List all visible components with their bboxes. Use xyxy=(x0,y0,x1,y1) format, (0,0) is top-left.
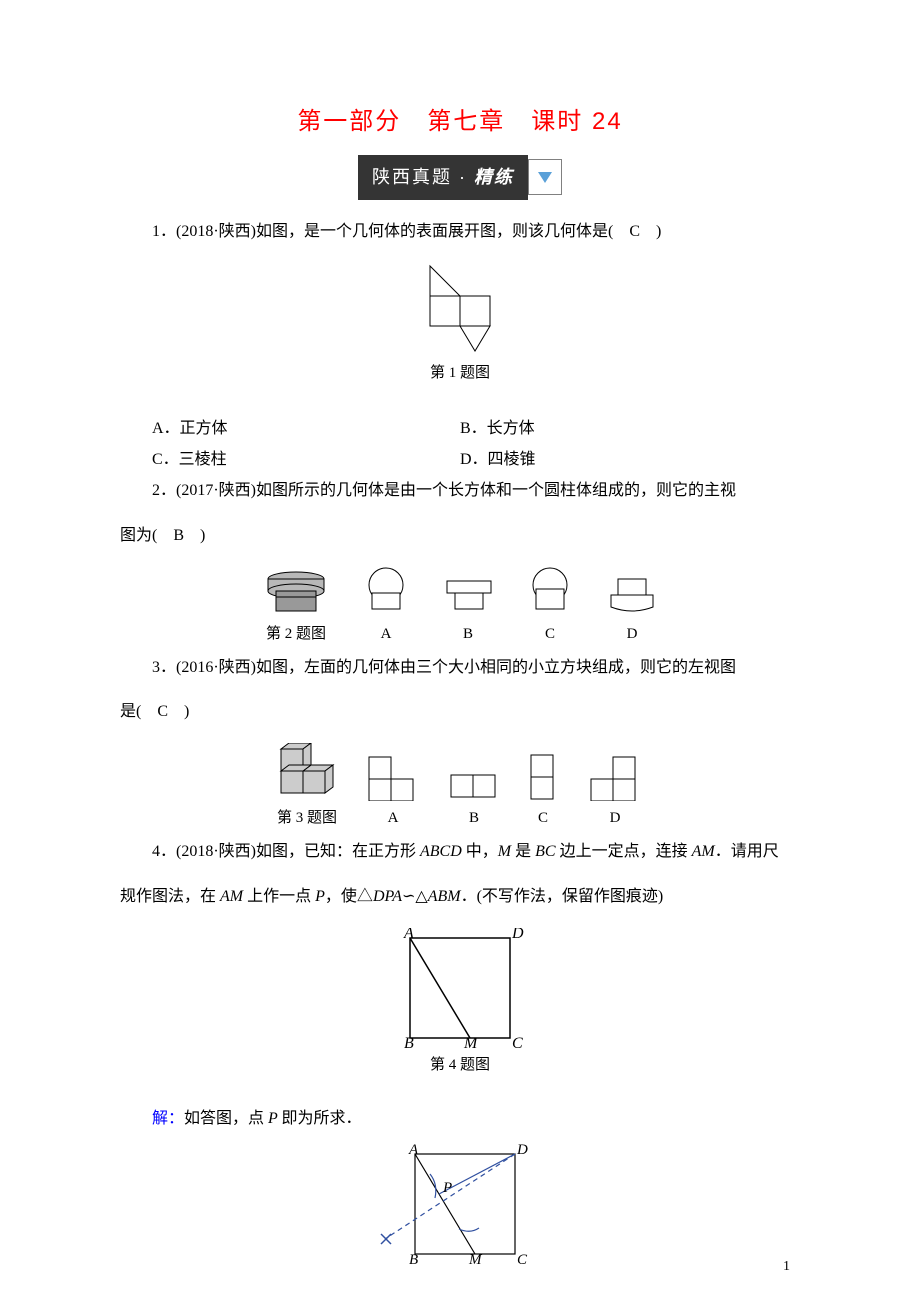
q4-s2e: ，使△ xyxy=(325,888,373,905)
q3-stem1: 3．(2016·陕西)如图，左面的几何体由三个大小相同的小立方块组成，则它的左视… xyxy=(120,654,800,683)
q2-labelB: B xyxy=(463,621,473,648)
lbl2-M: M xyxy=(468,1252,483,1264)
q4-s1e: 是 xyxy=(515,843,535,860)
arrow-down-icon xyxy=(536,168,554,186)
q1-figure: 第 1 题图 xyxy=(120,256,800,387)
q4-s2b: AM xyxy=(220,888,247,905)
ans-c: 即为所求． xyxy=(282,1110,362,1127)
banner-text-2: 精练 xyxy=(467,167,514,187)
q4-stem2: 规作图法，在 AM 上作一点 P，使△DPA∽△ABM．(不写作法，保留作图痕迹… xyxy=(120,883,800,912)
q3-solid-icon xyxy=(277,743,337,801)
lbl-D: D xyxy=(511,928,524,942)
q3-caption: 第 3 题图 xyxy=(277,805,337,832)
q2-optB-icon xyxy=(441,567,495,617)
lbl2-C: C xyxy=(517,1252,528,1264)
banner-label: 陕西真题 · 精练 xyxy=(358,155,528,199)
lbl2-P: P xyxy=(442,1180,452,1196)
q4-answer: 解：如答图，点 P 即为所求． xyxy=(120,1105,800,1134)
q2-optD-icon xyxy=(605,567,659,617)
q2-stem1: 2．(2017·陕西)如图所示的几何体是由一个长方体和一个圆柱体组成的，则它的主… xyxy=(120,477,800,506)
q4-s1g: 边上一定点，连接 xyxy=(560,843,692,860)
q4-s2c: 上作一点 xyxy=(247,888,315,905)
lbl-C: C xyxy=(512,1035,523,1048)
ans-b: P xyxy=(268,1110,281,1127)
lbl-M: M xyxy=(463,1035,479,1048)
q1-stem: 1．(2018·陕西)如图，是一个几何体的表面展开图，则该几何体是( C ) xyxy=(120,218,800,247)
lbl-A: A xyxy=(403,928,414,942)
lbl2-D: D xyxy=(516,1144,528,1158)
page: 第一部分 第七章 课时 24 陕西真题 · 精练 1．(2018·陕西)如图，是… xyxy=(0,0,920,1310)
q4-s2g: ∽△ xyxy=(402,888,428,905)
q4-s1b: ABCD xyxy=(420,843,466,860)
q3-figure: 第 3 题图 A B xyxy=(120,743,800,832)
q1-caption: 第 1 题图 xyxy=(430,360,490,387)
q1-options-row1: A．正方体 B．长方体 xyxy=(120,415,800,444)
q4-s1d: M xyxy=(498,843,515,860)
q4-s1a: 4．(2018·陕西)如图，已知：在正方形 xyxy=(152,843,420,860)
lbl2-B: B xyxy=(409,1252,418,1264)
banner-text-1: 陕西真题 · xyxy=(372,167,467,187)
page-number: 1 xyxy=(783,1254,790,1279)
q4-s2d: P xyxy=(315,888,325,905)
q4-s1i: ．请用尺 xyxy=(715,843,779,860)
q4-answer-figure: A D B M C P xyxy=(120,1144,800,1264)
q3-labelA: A xyxy=(388,805,399,832)
q1-optC: C．三棱柱 xyxy=(120,446,460,475)
q2-solid-icon xyxy=(261,567,331,617)
q3-labelB: B xyxy=(469,805,479,832)
q4-stem1: 4．(2018·陕西)如图，已知：在正方形 ABCD 中，M 是 BC 边上一定… xyxy=(120,838,800,867)
q3-optD-icon xyxy=(587,751,643,801)
q2-optA-icon xyxy=(359,567,413,617)
q4-figure: A D B M C 第 4 题图 xyxy=(120,928,800,1079)
q4-s2h: ABM xyxy=(428,888,461,905)
q3-optB-icon xyxy=(449,751,499,801)
q1-net-icon xyxy=(400,256,520,356)
q1-optA: A．正方体 xyxy=(120,415,460,444)
q4-construction-icon: A D B M C P xyxy=(375,1144,545,1264)
q3-optC-icon xyxy=(527,751,559,801)
q2-optC-icon xyxy=(523,567,577,617)
q3-labelC: C xyxy=(538,805,548,832)
q4-s1c: 中， xyxy=(466,843,498,860)
q2-labelD: D xyxy=(627,621,638,648)
lbl-B: B xyxy=(404,1035,414,1048)
q4-s2a: 规作图法，在 xyxy=(120,888,220,905)
ans-a: 如答图，点 xyxy=(184,1110,268,1127)
q4-s2f: DPA xyxy=(373,888,402,905)
q2-stem2: 图为( B ) xyxy=(120,522,800,551)
q2-caption: 第 2 题图 xyxy=(266,621,326,648)
banner: 陕西真题 · 精练 xyxy=(120,155,800,199)
q4-caption: 第 4 题图 xyxy=(430,1052,490,1079)
q1-optB: B．长方体 xyxy=(460,415,800,444)
q2-figure: 第 2 题图 A B C xyxy=(120,567,800,648)
q3-labelD: D xyxy=(610,805,621,832)
q1-optD: D．四棱锥 xyxy=(460,446,800,475)
q3-optA-icon xyxy=(365,751,421,801)
q3-stem2: 是( C ) xyxy=(120,698,800,727)
q4-s1f: BC xyxy=(535,843,559,860)
q4-square-icon: A D B M C xyxy=(390,928,530,1048)
q2-labelA: A xyxy=(381,621,392,648)
q4-s2i: ．(不写作法，保留作图痕迹) xyxy=(461,888,664,905)
lbl2-A: A xyxy=(408,1144,419,1158)
q4-s1h: AM xyxy=(692,843,715,860)
q1-options-row2: C．三棱柱 D．四棱锥 xyxy=(120,446,800,475)
page-title: 第一部分 第七章 课时 24 xyxy=(120,100,800,143)
banner-arrow-box xyxy=(528,159,562,195)
answer-prefix: 解： xyxy=(152,1110,184,1127)
q2-labelC: C xyxy=(545,621,555,648)
